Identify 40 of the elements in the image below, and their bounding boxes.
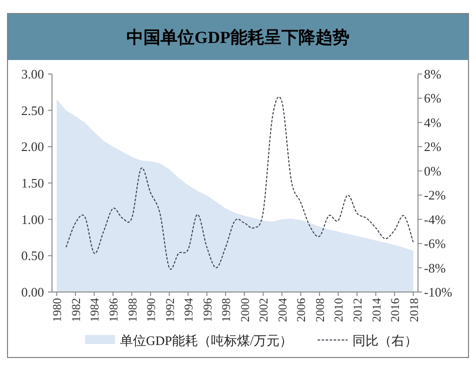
y2-tick-label: 8% — [424, 66, 442, 82]
x-tick-label: 1996 — [200, 298, 214, 322]
x-tick-label: 2014 — [369, 298, 384, 322]
x-tick-label: 2012 — [350, 298, 364, 322]
y2-tick-label: 4% — [424, 114, 442, 130]
y-tick-label: 0.00 — [21, 284, 44, 300]
x-tick-label: 2008 — [312, 298, 327, 322]
x-tick-label: 1992 — [162, 298, 177, 322]
x-tick-label: 1982 — [68, 298, 83, 322]
x-tick-label: 1998 — [219, 298, 234, 322]
x-tick-label: 1990 — [144, 298, 158, 322]
y-tick-label: 2.50 — [21, 102, 44, 118]
y2-tick-label: 0% — [424, 163, 442, 178]
x-tick-label: 2018 — [406, 298, 421, 322]
x-tick-label: 1986 — [106, 298, 120, 322]
x-tick-label: 2016 — [388, 298, 402, 322]
x-tick-label: 1988 — [125, 298, 140, 322]
x-tick-label: 2006 — [294, 298, 308, 322]
y-tick-label: 0.50 — [21, 248, 44, 264]
x-tick-label: 2010 — [332, 298, 346, 322]
y2-tick-label: -10% — [424, 284, 452, 300]
y-tick-label: 2.00 — [21, 139, 44, 154]
x-tick-label: 1984 — [88, 298, 102, 322]
legend-label: 单位GDP能耗（吨标煤/万元） — [120, 333, 293, 348]
x-tick-label: 2004 — [275, 298, 290, 322]
x-tick-label: 1994 — [182, 298, 196, 322]
x-tick-label: 1980 — [50, 298, 64, 322]
legend-label: 同比（右） — [352, 333, 418, 348]
y-tick-label: 1.50 — [21, 176, 44, 190]
x-tick-label: 2000 — [238, 298, 252, 322]
x-tick-label: 2002 — [256, 298, 271, 322]
y2-tick-label: 2% — [424, 139, 442, 154]
y-tick-label: 3.00 — [21, 66, 44, 82]
y2-tick-label: -8% — [424, 260, 446, 276]
y2-tick-label: -2% — [424, 188, 446, 203]
chart-title: 中国单位GDP能耗呈下降趋势 — [126, 28, 350, 47]
y2-tick-label: -4% — [424, 212, 446, 227]
y2-tick-label: -6% — [424, 236, 446, 252]
y2-tick-label: 6% — [424, 90, 442, 106]
y-tick-label: 1.00 — [21, 212, 44, 227]
